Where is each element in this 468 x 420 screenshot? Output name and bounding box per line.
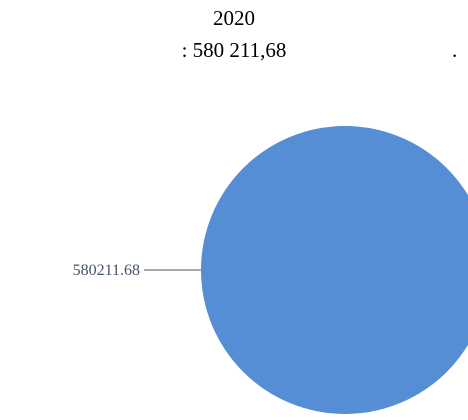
pie-slice-0 (201, 126, 468, 414)
chart-title-total: : 580 211,68 (181, 38, 287, 62)
pie-data-label-0: 580211.68 (73, 262, 140, 279)
chart-title-year: 2020 (213, 6, 255, 30)
chart-title-trailing-mark: . (452, 38, 458, 62)
